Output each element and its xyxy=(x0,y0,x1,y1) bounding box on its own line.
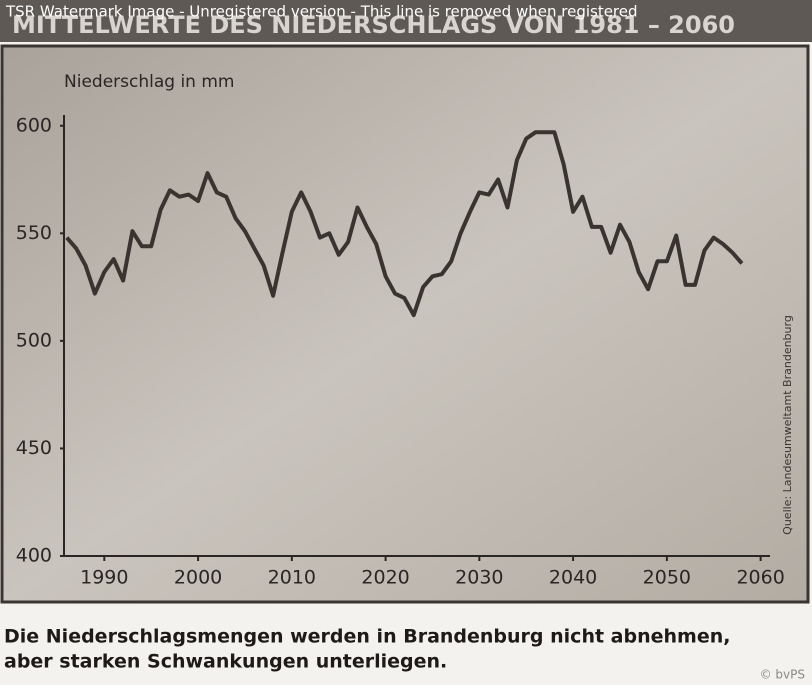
caption-line-2: aber starken Schwankungen unterliegen. xyxy=(4,651,447,673)
x-tick-label: 2010 xyxy=(268,567,316,589)
y-axis-label: Niederschlag in mm xyxy=(64,72,234,92)
source: Quelle: Landesumweltamt Brandenburg xyxy=(781,315,794,535)
y-tick-label: 600 xyxy=(16,114,52,136)
y-tick-label: 550 xyxy=(16,222,52,244)
title-band xyxy=(0,0,812,42)
caption-line-1: Die Niederschlagsmengen werden in Brande… xyxy=(4,626,730,648)
x-tick-label: 2000 xyxy=(174,567,222,589)
x-tick-label: 2030 xyxy=(455,567,503,589)
y-tick-label: 500 xyxy=(16,329,52,351)
copyright: © bvPS xyxy=(760,668,805,682)
x-tick-label: 1990 xyxy=(80,567,128,589)
chart-title: MITTELWERTE DES NIEDERSCHLAGS VON 1981 –… xyxy=(12,11,735,39)
y-tick-label: 450 xyxy=(16,437,52,459)
x-tick-label: 2040 xyxy=(549,567,597,589)
data-line xyxy=(65,130,744,318)
y-tick-label: 400 xyxy=(16,545,52,567)
watermark: TSR Watermark Image - Unregistered versi… xyxy=(5,3,638,21)
x-tick-label: 2050 xyxy=(643,567,691,589)
chart-panel xyxy=(0,44,810,604)
x-tick-label: 2020 xyxy=(361,567,409,589)
x-tick-label: 2060 xyxy=(736,567,784,589)
